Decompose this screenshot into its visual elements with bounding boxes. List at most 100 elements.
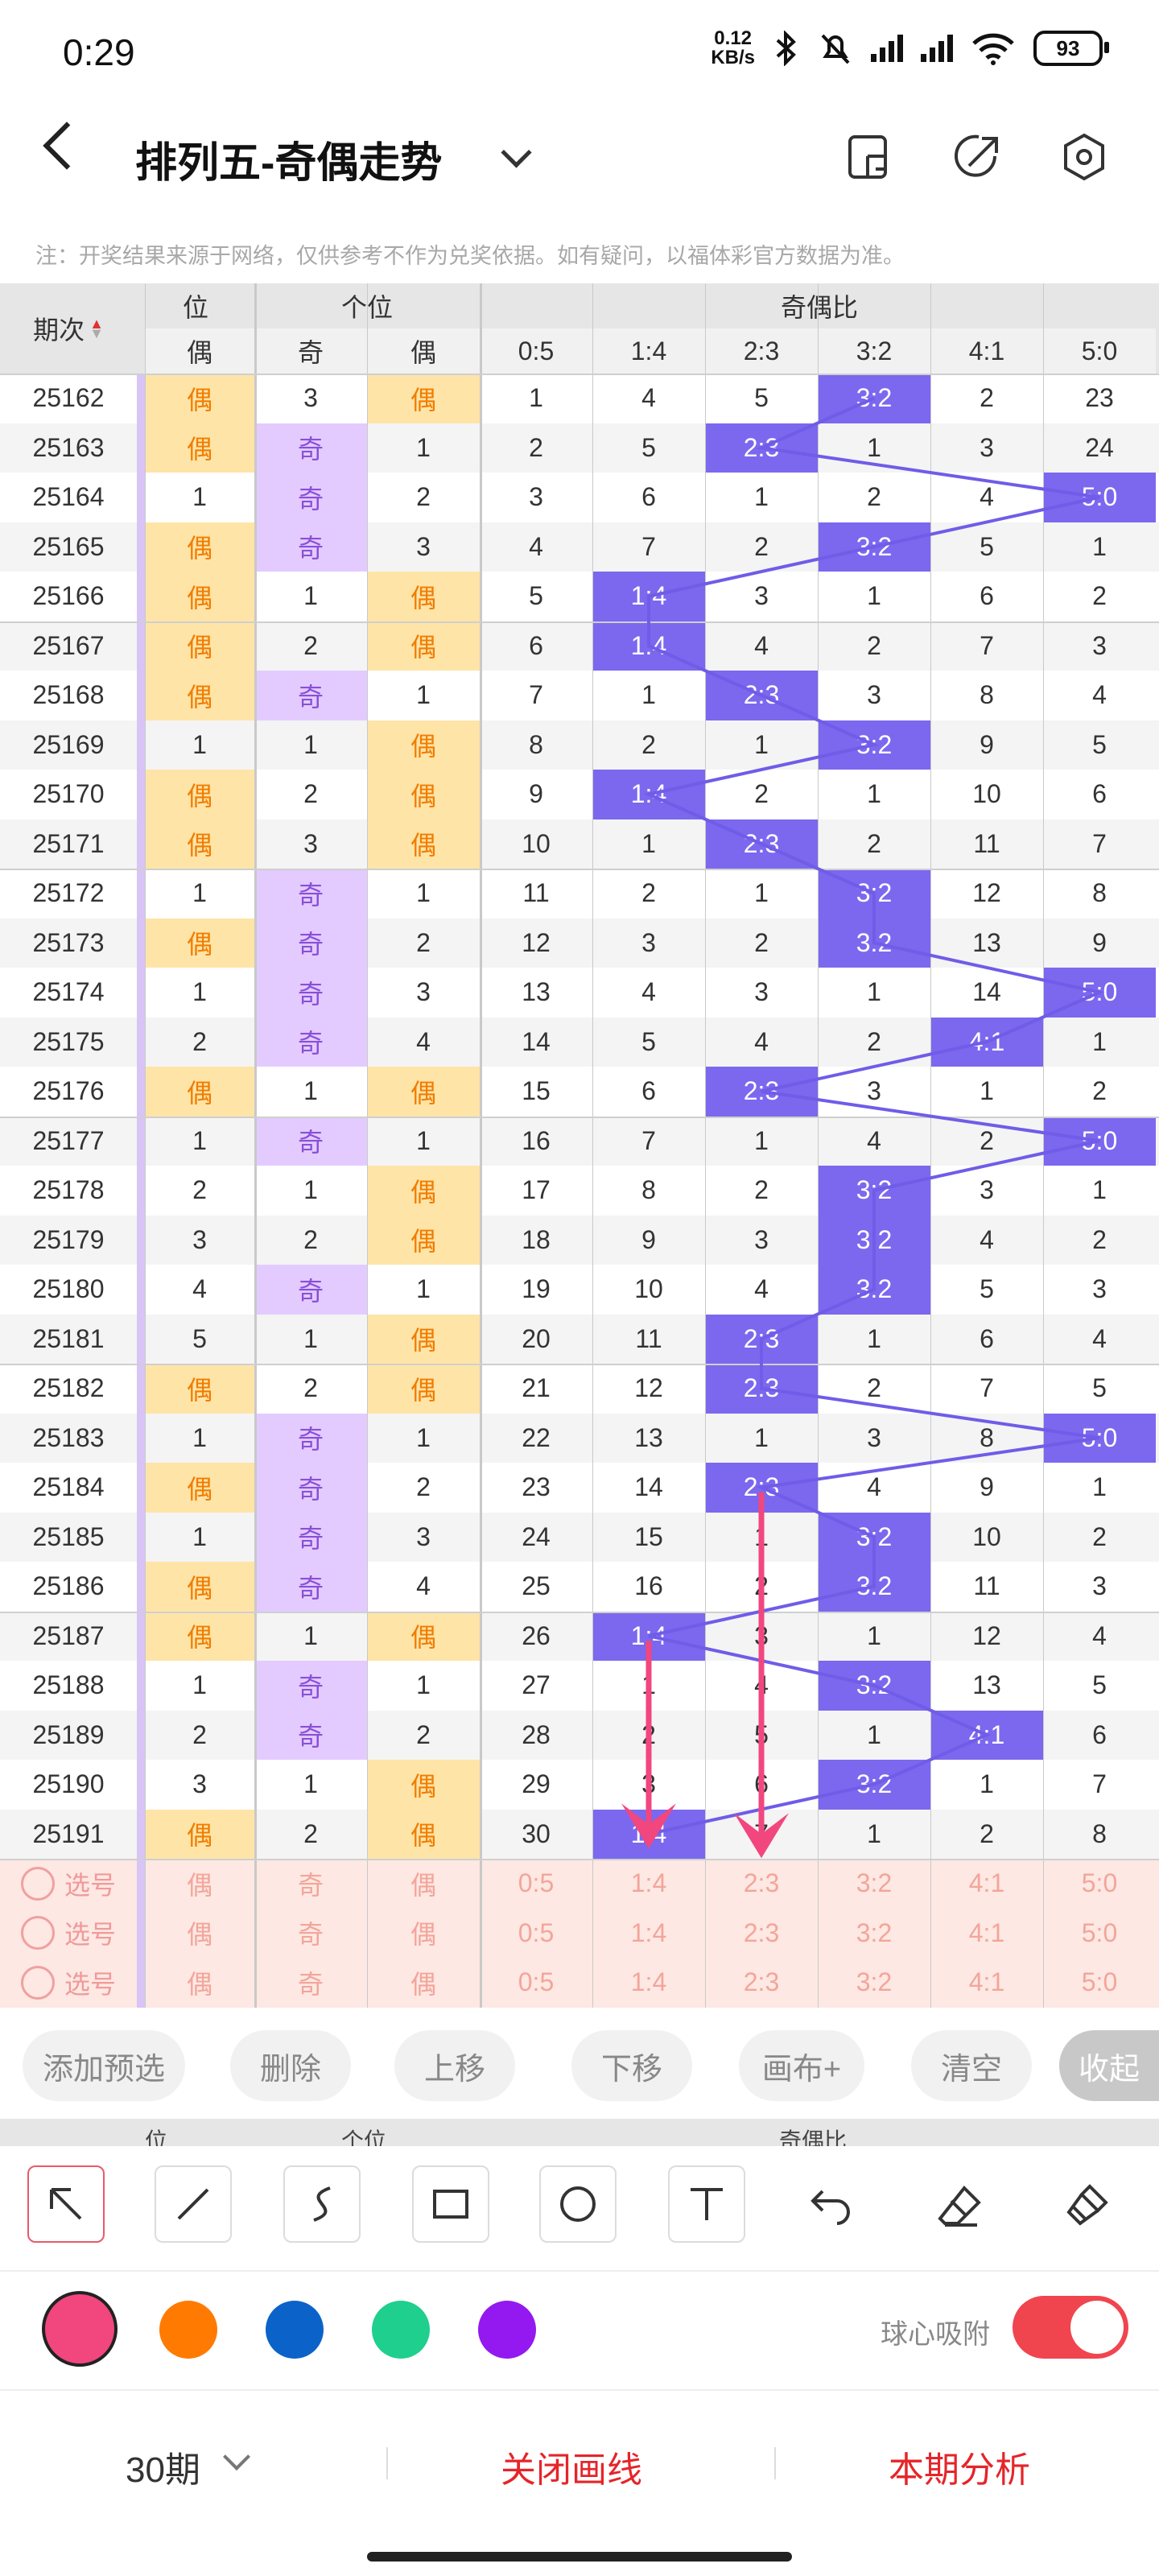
ge-odd-cell: 2: [303, 1224, 318, 1254]
draw-toolbar: [0, 2146, 1159, 2272]
undo-icon[interactable]: [805, 2180, 856, 2231]
pick-ratio-cell[interactable]: 2:3: [743, 1967, 780, 1997]
pick-ratio-cell[interactable]: 5:0: [1081, 1918, 1118, 1947]
pick-ratio-cell[interactable]: 2:3: [743, 1918, 780, 1947]
color-pink-swatch[interactable]: [42, 2291, 118, 2367]
analysis-button[interactable]: 本期分析: [889, 2450, 1030, 2490]
pick-ratio-cell[interactable]: 0:5: [518, 1967, 555, 1997]
ratio-cell: 2: [1092, 1076, 1107, 1106]
collapse-button[interactable]: 收起: [1059, 2030, 1159, 2101]
pick-label[interactable]: 选号: [0, 1859, 137, 1909]
period-header[interactable]: 期次 ▲ ▼: [0, 283, 137, 374]
ratio-cell: 7: [1092, 828, 1107, 858]
color-orange-swatch[interactable]: [159, 2301, 217, 2359]
back-button[interactable]: [43, 122, 91, 170]
pos-even-cell: 1: [192, 977, 207, 1007]
radio-circle-icon[interactable]: [20, 1916, 55, 1951]
ge-odd-cell: 奇: [254, 1265, 367, 1315]
text-icon[interactable]: [668, 2165, 745, 2243]
trend-table[interactable]: 期次 ▲ ▼ 位个位 奇偶比偶奇偶 0:5 1:4 2:3 3:2 4:1 5:0 25162 偶 3 偶 1…: [0, 283, 1159, 2014]
ge-odd-cell: 奇: [254, 473, 367, 522]
pick-odd-cell[interactable]: 奇: [297, 1920, 324, 1950]
ge-odd-cell: 奇: [254, 1116, 367, 1166]
pos-even-cell: 5: [192, 1323, 207, 1353]
ratio-cell: 5: [754, 383, 769, 413]
page-title[interactable]: 排列五-奇偶走势: [135, 140, 443, 187]
ratio-cell: 1: [980, 1076, 994, 1106]
settings-icon[interactable]: [1056, 129, 1112, 185]
circle-icon[interactable]: [539, 2165, 617, 2243]
pick-ratio-cell[interactable]: 4:1: [968, 1918, 1005, 1947]
pick-label[interactable]: 选号: [0, 1909, 137, 1959]
ratio-cell: 12: [972, 1620, 1001, 1650]
ratio-cell: 13: [522, 977, 551, 1007]
pick-ratio-cell[interactable]: 4:1: [968, 1868, 1005, 1898]
move-down-button[interactable]: 下移: [571, 2030, 692, 2101]
add-preselect-button[interactable]: 添加预选: [23, 2030, 185, 2101]
close-lines-button[interactable]: 关闭画线: [501, 2450, 642, 2490]
phone-layout-icon[interactable]: [843, 129, 900, 185]
clear-brush-icon[interactable]: [1061, 2180, 1112, 2231]
clear-button[interactable]: 清空: [911, 2030, 1032, 2101]
ratio-cell: 2:3: [705, 1364, 818, 1414]
pick-even-cell[interactable]: 偶: [186, 1969, 212, 1999]
color-purple-swatch[interactable]: [478, 2301, 536, 2359]
pick-even-cell[interactable]: 偶: [410, 1969, 436, 1999]
ratio-cell: 2: [754, 1571, 769, 1601]
wifi-icon: [972, 33, 1014, 65]
pick-row[interactable]: [0, 1859, 1159, 1909]
pick-ratio-cell[interactable]: 3:2: [856, 1868, 893, 1898]
pick-odd-cell[interactable]: 奇: [297, 1870, 324, 1900]
pick-ratio-cell[interactable]: 1:4: [630, 1868, 667, 1898]
pick-ratio-cell[interactable]: 3:2: [856, 1967, 893, 1997]
pick-row[interactable]: [0, 1908, 1159, 1958]
pick-even-cell[interactable]: 偶: [186, 1870, 212, 1900]
curve-icon[interactable]: [283, 2165, 361, 2243]
snap-toggle[interactable]: [1013, 2296, 1128, 2359]
pick-ratio-cell[interactable]: 5:0: [1081, 1868, 1118, 1898]
pick-ratio-cell[interactable]: 3:2: [856, 1918, 893, 1947]
ratio-cell: 3: [980, 1175, 994, 1205]
share-icon[interactable]: [950, 129, 1006, 185]
ratio-cell: 1: [754, 1125, 769, 1155]
line-icon[interactable]: [155, 2165, 232, 2243]
ratio-cell: 1: [754, 482, 769, 512]
ratio-cell: 6: [980, 581, 994, 611]
pick-ratio-cell[interactable]: 2:3: [743, 1868, 780, 1898]
ratio-cell: 1: [754, 878, 769, 908]
period-count-select[interactable]: 30期: [126, 2450, 200, 2490]
ge-even-cell: 3: [416, 1521, 431, 1551]
chevron-down-icon[interactable]: [223, 2443, 250, 2471]
ratio-cell: 5: [980, 1274, 994, 1304]
pick-even-cell[interactable]: 偶: [186, 1920, 212, 1950]
rectangle-icon[interactable]: [412, 2165, 489, 2243]
delete-button[interactable]: 删除: [230, 2030, 351, 2101]
pick-ratio-cell[interactable]: 4:1: [968, 1967, 1005, 1997]
ge-odd-cell: 2: [303, 1373, 318, 1403]
ratio-cell: 3: [641, 1769, 656, 1799]
pick-ratio-cell[interactable]: 0:5: [518, 1918, 555, 1947]
radio-circle-icon[interactable]: [20, 1866, 55, 1901]
move-up-button[interactable]: 上移: [394, 2030, 515, 2101]
pick-odd-cell[interactable]: 奇: [297, 1969, 324, 1999]
pick-even-cell[interactable]: 偶: [410, 1870, 436, 1900]
pick-ratio-cell[interactable]: 5:0: [1081, 1967, 1118, 1997]
pick-row[interactable]: [0, 1958, 1159, 2008]
color-blue-swatch[interactable]: [266, 2301, 324, 2359]
eraser-icon[interactable]: [934, 2180, 985, 2231]
color-green-swatch[interactable]: [372, 2301, 430, 2359]
pick-even-cell[interactable]: 偶: [410, 1920, 436, 1950]
group-line: [0, 1364, 1159, 1365]
canvas-button[interactable]: 画布+: [739, 2030, 864, 2101]
radio-circle-icon[interactable]: [20, 1965, 55, 2000]
pick-ratio-cell[interactable]: 1:4: [630, 1918, 667, 1947]
pick-ratio-cell[interactable]: 0:5: [518, 1868, 555, 1898]
pick-ratio-cell[interactable]: 1:4: [630, 1967, 667, 1997]
ratio-cell: 5: [1092, 1670, 1107, 1700]
ratio-cell: 10: [522, 828, 551, 858]
pick-label[interactable]: 选号: [0, 1958, 137, 2008]
chevron-down-icon[interactable]: [501, 137, 532, 168]
ratio-cell: 7: [529, 680, 543, 710]
ratio-cell: 1: [867, 779, 881, 809]
pointer-arrow-icon[interactable]: [27, 2165, 105, 2243]
